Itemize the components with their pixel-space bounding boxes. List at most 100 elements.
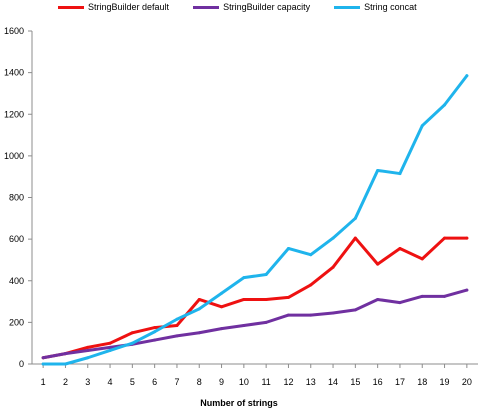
x-tick-label: 12 xyxy=(283,377,293,387)
x-tick-label: 2 xyxy=(63,377,68,387)
x-tick-label: 5 xyxy=(130,377,135,387)
data-point-2-9 xyxy=(242,276,246,280)
x-tick-label: 11 xyxy=(261,377,270,387)
x-tick-label: 13 xyxy=(306,377,316,387)
x-tick-label: 1 xyxy=(41,377,46,387)
y-tick-label: 1600 xyxy=(4,26,24,36)
data-point-0-9 xyxy=(242,297,246,301)
y-tick-label: 1200 xyxy=(4,109,24,119)
x-tick-label: 3 xyxy=(85,377,90,387)
data-point-2-0 xyxy=(41,362,45,366)
data-point-2-19 xyxy=(465,74,469,78)
data-point-2-10 xyxy=(264,273,268,277)
legend-item-stringbuilder-default: StringBuilder default xyxy=(58,2,169,12)
x-tick-label: 9 xyxy=(219,377,224,387)
data-point-1-9 xyxy=(242,323,246,327)
data-point-2-14 xyxy=(353,216,357,220)
data-point-2-11 xyxy=(286,246,290,250)
x-tick-label: 17 xyxy=(395,377,405,387)
x-tick-label: 7 xyxy=(174,377,179,387)
data-point-0-17 xyxy=(420,257,424,261)
data-point-2-5 xyxy=(153,330,157,334)
data-point-2-15 xyxy=(376,168,380,172)
data-point-2-17 xyxy=(420,124,424,128)
data-point-1-10 xyxy=(264,320,268,324)
data-point-2-6 xyxy=(175,317,179,321)
series-line-string-concat xyxy=(41,74,469,366)
legend-label-stringbuilder-default: StringBuilder default xyxy=(88,2,170,12)
x-tick-label: 19 xyxy=(440,377,450,387)
x-tick-label: 14 xyxy=(328,377,338,387)
data-point-1-18 xyxy=(443,294,447,298)
data-point-1-5 xyxy=(153,338,157,342)
data-point-0-12 xyxy=(309,283,313,287)
y-tick-label: 600 xyxy=(9,234,24,244)
data-point-1-1 xyxy=(63,352,67,356)
y-tick-label: 200 xyxy=(9,317,24,327)
data-point-2-3 xyxy=(108,348,112,352)
data-point-2-4 xyxy=(130,341,134,345)
y-tick-label: 0 xyxy=(19,359,24,369)
x-axis-title: Number of strings xyxy=(200,398,278,408)
data-point-0-15 xyxy=(376,262,380,266)
legend: StringBuilder default StringBuilder capa… xyxy=(58,0,441,14)
data-point-2-7 xyxy=(197,307,201,311)
x-tick-label: 10 xyxy=(239,377,249,387)
data-point-1-19 xyxy=(465,288,469,292)
data-point-1-14 xyxy=(353,308,357,312)
data-point-1-7 xyxy=(197,331,201,335)
data-point-0-6 xyxy=(175,323,179,327)
data-point-0-2 xyxy=(86,345,90,349)
legend-label-string-concat: String concat xyxy=(364,2,417,12)
y-tick-label: 1000 xyxy=(4,151,24,161)
data-point-0-13 xyxy=(331,265,335,269)
data-point-2-16 xyxy=(398,172,402,176)
series-line-stringbuilder-capacity xyxy=(41,288,469,360)
data-point-2-2 xyxy=(86,356,90,360)
data-point-2-13 xyxy=(331,236,335,240)
x-tick-label: 18 xyxy=(417,377,427,387)
x-tick-label: 8 xyxy=(197,377,202,387)
data-point-1-11 xyxy=(286,313,290,317)
legend-item-string-concat: String concat xyxy=(334,2,417,12)
x-tick-label: 20 xyxy=(462,377,472,387)
data-point-0-3 xyxy=(108,341,112,345)
data-point-1-15 xyxy=(376,297,380,301)
legend-item-stringbuilder-capacity: StringBuilder capacity xyxy=(193,2,310,12)
x-tick-label: 4 xyxy=(108,377,113,387)
y-tick-label: 400 xyxy=(9,276,24,286)
data-point-0-7 xyxy=(197,297,201,301)
data-point-1-8 xyxy=(220,327,224,331)
data-point-1-3 xyxy=(108,345,112,349)
data-point-1-0 xyxy=(41,356,45,360)
data-point-2-18 xyxy=(443,103,447,107)
data-point-0-5 xyxy=(153,326,157,330)
data-point-0-19 xyxy=(465,236,469,240)
data-point-0-10 xyxy=(264,297,268,301)
y-tick-label: 1400 xyxy=(4,68,24,78)
data-point-1-6 xyxy=(175,334,179,338)
x-tick-label: 16 xyxy=(373,377,383,387)
legend-swatch-string-concat xyxy=(334,5,361,9)
x-tick-label: 15 xyxy=(350,377,360,387)
data-point-1-2 xyxy=(86,348,90,352)
data-point-0-18 xyxy=(443,236,447,240)
x-tick-label: 6 xyxy=(152,377,157,387)
data-point-0-14 xyxy=(353,236,357,240)
legend-swatch-stringbuilder-default xyxy=(58,5,84,9)
data-point-2-12 xyxy=(309,253,313,257)
series-line-stringbuilder-default xyxy=(41,236,469,360)
y-tick-label: 800 xyxy=(9,193,24,203)
legend-label-stringbuilder-capacity: StringBuilder capacity xyxy=(223,2,311,12)
data-point-0-8 xyxy=(220,305,224,309)
data-point-1-17 xyxy=(420,294,424,298)
data-point-0-16 xyxy=(398,246,402,250)
data-point-1-13 xyxy=(331,311,335,315)
data-point-2-8 xyxy=(220,291,224,295)
data-point-0-11 xyxy=(286,295,290,299)
legend-swatch-stringbuilder-capacity xyxy=(193,5,220,9)
data-point-0-4 xyxy=(130,331,134,335)
data-point-2-1 xyxy=(63,362,67,366)
